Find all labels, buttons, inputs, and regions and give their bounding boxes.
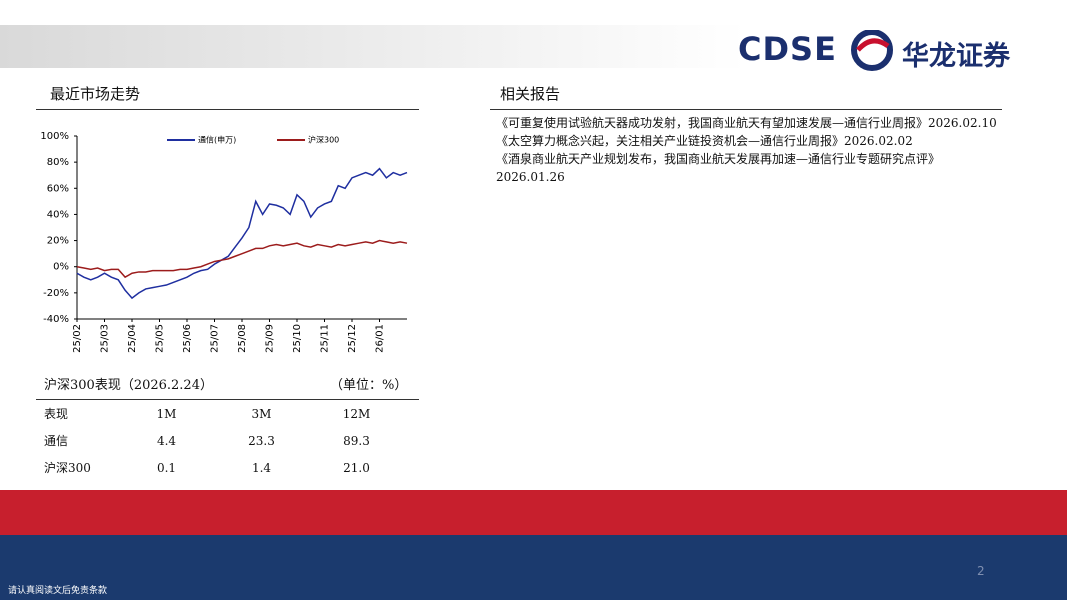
- y-tick-label: -40%: [43, 314, 69, 325]
- series-line: [76, 239, 408, 279]
- table-row: 表现 1M 3M 12M: [44, 400, 404, 427]
- y-tick-label: 80%: [47, 157, 69, 168]
- table-cell: 3M: [251, 406, 272, 421]
- legend-label: 通信(申万): [198, 135, 236, 145]
- table-cell: 通信: [44, 434, 69, 448]
- chart: -40% -20% 0% 20% 40% 60% 80% 100% 25/02 25/03 25/0…: [40, 131, 408, 353]
- table-cell: 4.4: [156, 433, 177, 448]
- section-title: 相关报告: [500, 85, 561, 103]
- table-cell: 表现: [44, 407, 69, 421]
- disclaimer: 请认真阅读文后免责条款: [8, 586, 108, 596]
- table-row: 沪深300 0.1 1.4 21.0: [44, 454, 404, 481]
- table-cell: 1.4: [251, 460, 272, 475]
- red-band: [0, 490, 1067, 535]
- y-tick-label: 0%: [53, 262, 69, 273]
- series-line: [76, 167, 408, 300]
- x-tick-label: 25/07: [210, 324, 221, 353]
- page-number: 2: [977, 564, 985, 578]
- report-item: 《太空算力概念兴起，关注相关产业链投资机会—通信行业周报》2026.02.02: [496, 134, 913, 148]
- x-tick-label: 25/02: [72, 324, 83, 353]
- rule: [490, 109, 1002, 110]
- rule: [36, 109, 419, 110]
- x-tick-label: 25/04: [127, 324, 138, 353]
- table-cell: 21.0: [343, 460, 370, 475]
- table-title: 沪深300表现（2026.2.24）: [44, 378, 213, 393]
- logo-emblem: [851, 30, 893, 71]
- table-cell: 0.1: [156, 460, 177, 475]
- table-unit: （单位：%）: [330, 378, 408, 393]
- report-item: 《可重复使用试验航天器成功发射，我国商业航天有望加速发展—通信行业周报》2026…: [496, 116, 997, 130]
- x-tick-label: 26/01: [375, 324, 386, 353]
- y-tick-label: -20%: [43, 288, 69, 299]
- table-cell: 12M: [342, 406, 371, 421]
- table-cell: 23.3: [248, 433, 275, 448]
- x-tick-label: 25/05: [155, 324, 166, 353]
- brand: CDSE: [738, 30, 837, 68]
- company: 华龙证券: [902, 41, 1010, 72]
- table-cell: 1M: [156, 406, 177, 421]
- perf-table: 表现 1M 3M 12M 通信 4.4 23.3 89.3 沪深300 0.1 1.4 21.0: [44, 400, 404, 481]
- rule: [36, 399, 419, 400]
- y-tick-label: 20%: [47, 236, 69, 247]
- x-tick-label: 25/08: [237, 324, 248, 353]
- legend-label: 沪深300: [308, 135, 339, 145]
- table-cell: 沪深300: [44, 461, 91, 475]
- x-tick-label: 25/09: [265, 324, 276, 353]
- x-tick-label: 25/12: [347, 324, 358, 353]
- x-tick-label: 25/11: [320, 324, 331, 353]
- report-list: 《可重复使用试验航天器成功发射，我国商业航天有望加速发展—通信行业周报》2026…: [496, 114, 1002, 186]
- navy-band: [0, 535, 1067, 600]
- y-tick-label: 40%: [47, 209, 69, 220]
- y-tick-label: 100%: [40, 131, 69, 142]
- x-tick-label: 25/06: [182, 324, 193, 353]
- table-row: 通信 4.4 23.3 89.3: [44, 427, 404, 454]
- x-tick-label: 25/03: [100, 324, 111, 353]
- report-item: 《酒泉商业航天产业规划发布，我国商业航天发展再加速—通信行业专题研究点评》202…: [496, 152, 941, 184]
- section-title: 最近市场走势: [50, 85, 141, 103]
- table-cell: 89.3: [343, 433, 370, 448]
- x-tick-label: 25/10: [292, 324, 303, 353]
- y-tick-label: 60%: [47, 183, 69, 194]
